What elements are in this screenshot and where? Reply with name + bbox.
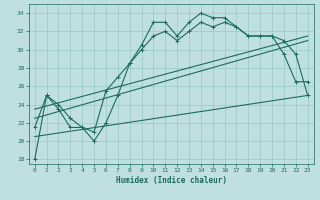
X-axis label: Humidex (Indice chaleur): Humidex (Indice chaleur) <box>116 176 227 185</box>
